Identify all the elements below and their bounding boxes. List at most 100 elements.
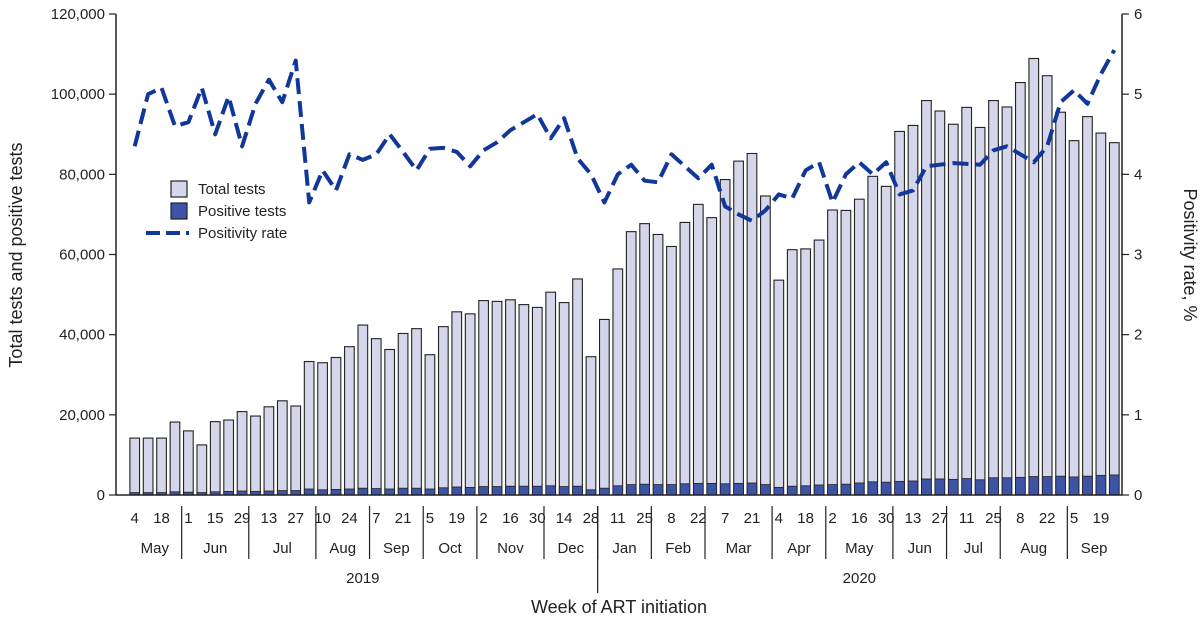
- x-month-label: Jul: [964, 540, 983, 557]
- y-right-tick-label: 5: [1134, 86, 1142, 103]
- total-tests-bar: [156, 437, 167, 496]
- total-tests-bar: [1055, 111, 1066, 496]
- x-month-label: Apr: [787, 540, 810, 557]
- x-week-label: 19: [1093, 510, 1110, 527]
- total-tests-bar: [451, 311, 463, 496]
- x-week-label: 19: [448, 510, 465, 527]
- x-week-label: 5: [1070, 510, 1078, 527]
- positive-tests-bar: [813, 484, 825, 496]
- x-week-label: 29: [234, 510, 251, 527]
- total-tests-bar: [679, 221, 691, 496]
- total-tests-bar: [706, 217, 718, 496]
- positive-tests-bar: [760, 484, 771, 496]
- total-tests-bar: [827, 209, 838, 496]
- positive-tests-bar: [639, 483, 650, 496]
- positive-tests-bar: [706, 482, 717, 496]
- x-month-label: Aug: [329, 540, 356, 557]
- total-tests-bar: [974, 126, 986, 496]
- total-tests-bar: [464, 313, 476, 496]
- positive-tests-bar: [464, 486, 476, 496]
- positive-tests-bar: [572, 485, 583, 496]
- total-tests-bar: [384, 348, 396, 496]
- x-week-label: 16: [502, 510, 519, 527]
- total-tests-bar: [290, 405, 302, 496]
- positive-tests-bar: [1068, 476, 1080, 496]
- y-left-ticks: 0 20,000 40,000 60,000 80,000 100,000 120,000: [51, 6, 116, 504]
- positive-tests-bar: [827, 484, 838, 496]
- total-tests-bar: [303, 360, 315, 496]
- bars-layer: [129, 57, 1120, 496]
- total-tests-bar: [505, 299, 516, 496]
- positive-tests-bar: [1095, 474, 1107, 496]
- positive-tests-bar: [988, 477, 999, 496]
- total-tests-bar: [491, 300, 503, 496]
- x-month-label: May: [141, 540, 170, 557]
- positive-tests-bar: [438, 487, 449, 496]
- total-tests-bar: [223, 419, 235, 496]
- positive-tests-bar: [666, 484, 677, 496]
- total-tests-bar: [478, 300, 489, 496]
- x-week-label: 25: [985, 510, 1002, 527]
- positive-tests-bar: [424, 488, 436, 496]
- legend-swatch-total: [170, 180, 188, 198]
- x-week-label: 30: [529, 510, 546, 527]
- x-week-label: 5: [426, 510, 434, 527]
- x-week-label: 27: [932, 510, 949, 527]
- total-tests-bar: [813, 239, 825, 496]
- positive-tests-bar: [397, 487, 409, 496]
- positive-tests-bar: [599, 487, 610, 496]
- total-tests-bar: [169, 421, 181, 496]
- total-tests-bar: [1028, 57, 1040, 496]
- total-tests-bar: [598, 318, 610, 496]
- positive-tests-bar: [948, 478, 959, 496]
- x-week-label: 10: [314, 510, 331, 527]
- x-week-label: 18: [797, 510, 814, 527]
- x-week-label: 7: [721, 510, 729, 527]
- y-left-tick-label: 0: [97, 487, 105, 504]
- legend-label-positive: Positive tests: [198, 203, 286, 220]
- positive-tests-bar: [303, 488, 315, 496]
- y-left-tick-label: 100,000: [51, 86, 105, 103]
- total-tests-bar: [411, 328, 422, 496]
- x-month-label: Dec: [557, 540, 584, 557]
- positive-tests-bar: [505, 485, 516, 496]
- total-tests-bar: [652, 233, 664, 496]
- total-tests-bar: [531, 306, 543, 496]
- total-tests-bar: [947, 123, 959, 496]
- positive-tests-bar: [357, 487, 369, 496]
- x-week-label: 21: [744, 510, 761, 527]
- total-tests-bar: [142, 437, 154, 496]
- y-right-tick-label: 3: [1134, 247, 1142, 264]
- positive-tests-bar: [491, 486, 503, 496]
- total-tests-bar: [880, 185, 892, 496]
- x-week-label: 4: [131, 510, 139, 527]
- x-month-label: Aug: [1020, 540, 1047, 557]
- total-tests-bar: [424, 354, 436, 496]
- total-tests-bar: [397, 332, 409, 496]
- legend-swatch-positive: [170, 202, 188, 220]
- x-week-label: 28: [583, 510, 600, 527]
- x-month-label: Jan: [612, 540, 636, 557]
- total-tests-bar: [250, 415, 261, 496]
- positive-tests-bar: [693, 482, 704, 496]
- x-month-label: Sep: [383, 540, 410, 557]
- positive-tests-bar: [1015, 476, 1026, 496]
- positive-tests-bar: [974, 479, 986, 496]
- y-left-tick-label: 60,000: [59, 247, 105, 264]
- x-month-label: May: [845, 540, 874, 557]
- x-week-label: 14: [556, 510, 573, 527]
- positive-tests-bar: [800, 485, 811, 496]
- legend: Total tests Positive tests Positivity ra…: [146, 180, 287, 242]
- x-week-label: 8: [667, 510, 675, 527]
- y-right-tick-label: 2: [1134, 327, 1142, 344]
- positive-tests-bar: [934, 478, 946, 496]
- total-tests-bar: [786, 249, 798, 496]
- positive-tests-bar: [451, 486, 462, 496]
- x-month-label: Oct: [438, 540, 462, 557]
- total-tests-bar: [1014, 81, 1026, 496]
- positive-tests-bar: [1041, 476, 1053, 496]
- positive-tests-bar: [773, 486, 785, 496]
- total-tests-bar: [518, 304, 530, 496]
- total-tests-bar: [196, 444, 208, 496]
